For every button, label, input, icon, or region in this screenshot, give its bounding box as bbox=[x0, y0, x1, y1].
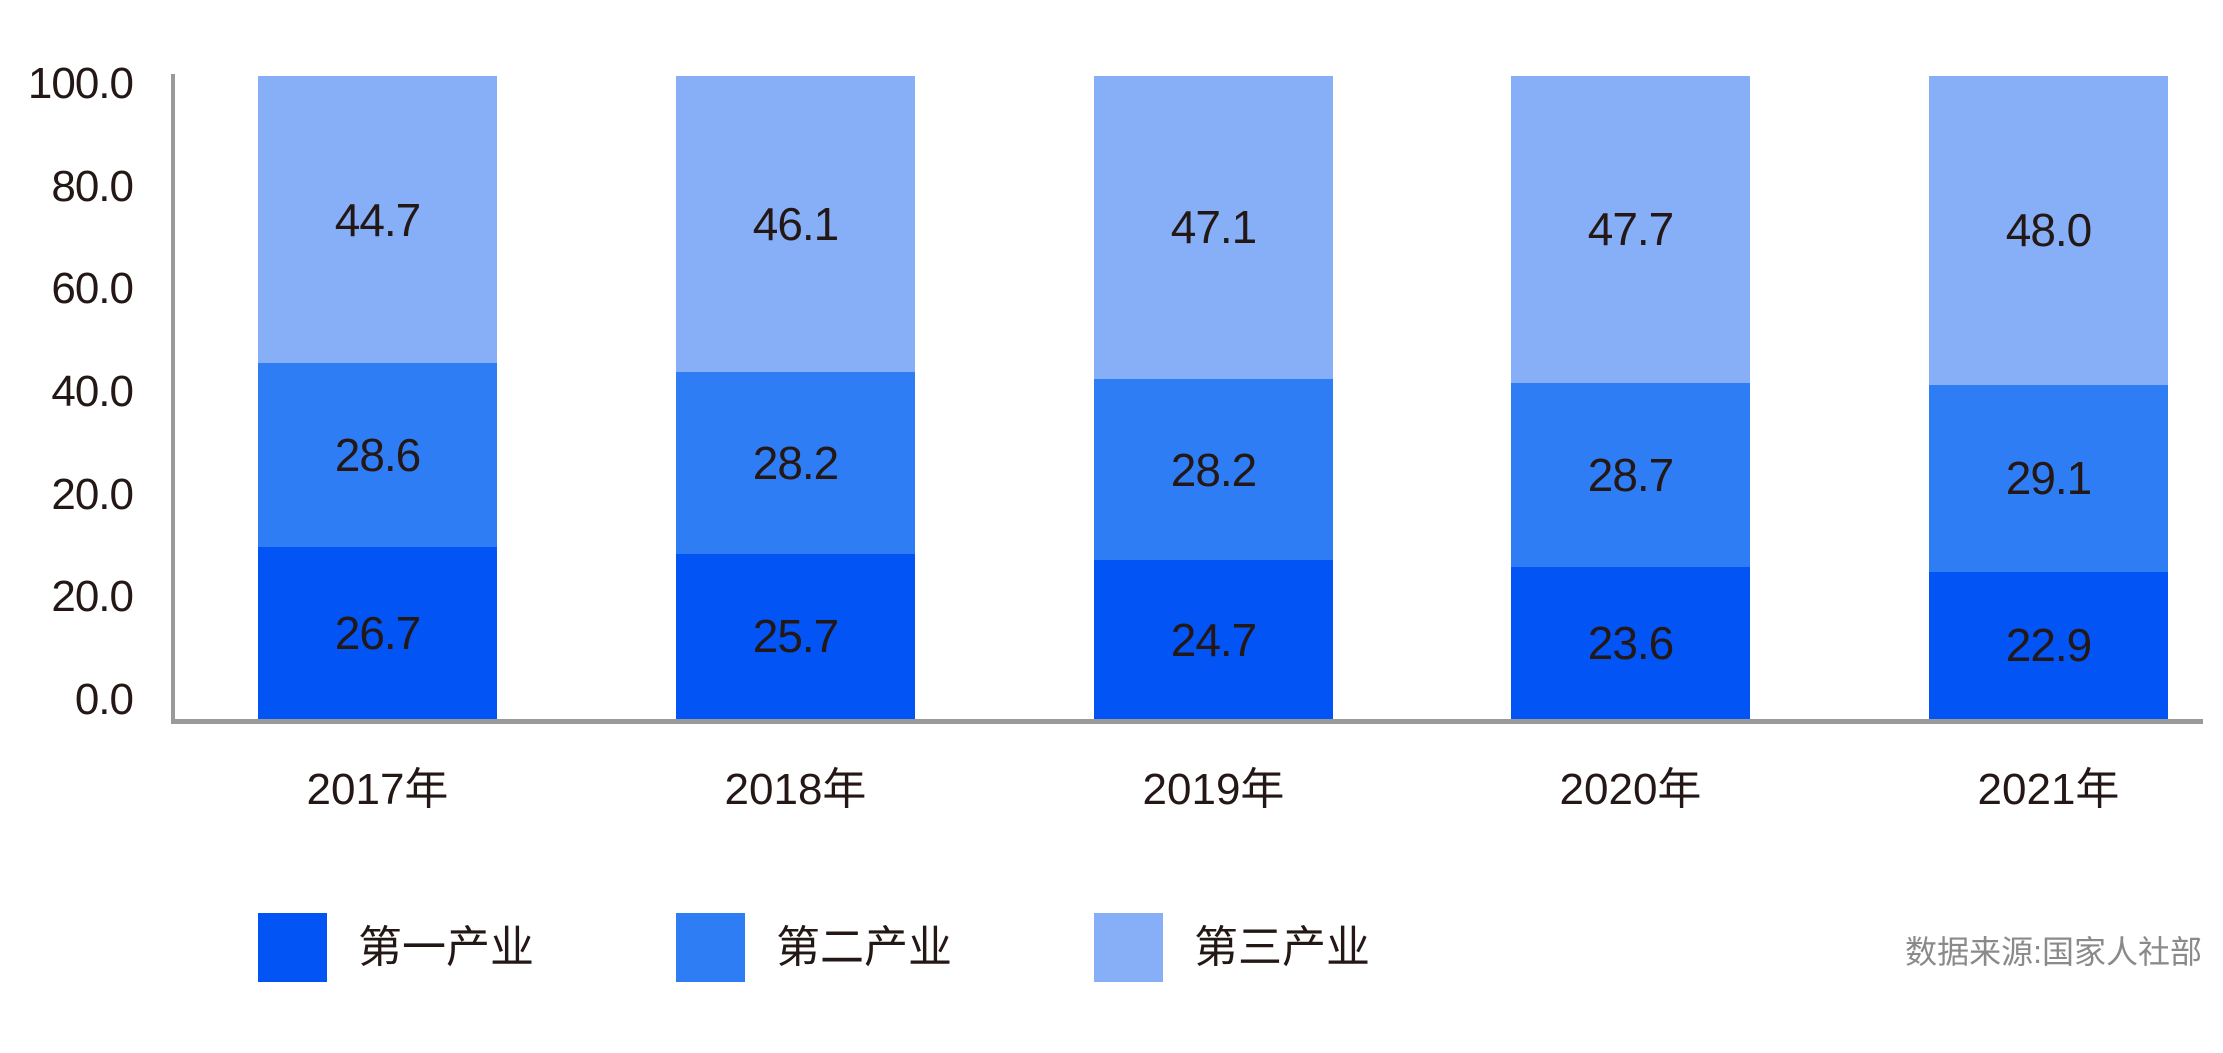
bar-segment-secondary-industry: 28.7 bbox=[1511, 382, 1750, 568]
bar-value-label: 44.7 bbox=[334, 193, 422, 246]
legend-swatch-primary-industry bbox=[258, 913, 327, 982]
source-caption: 数据来源:国家人社部 bbox=[1905, 934, 2202, 970]
bar-value-label: 47.7 bbox=[1587, 203, 1675, 256]
y-axis-tick-label: 80.0 bbox=[51, 161, 134, 211]
legend-label: 第一产业 bbox=[358, 922, 534, 972]
x-axis-label: 2019年 bbox=[1142, 765, 1285, 814]
bar-segment-tertiary-industry: 47.7 bbox=[1511, 76, 1750, 383]
bar-value-label: 24.7 bbox=[1170, 613, 1258, 666]
bar-segment-tertiary-industry: 47.1 bbox=[1094, 76, 1333, 379]
bar-segment-tertiary-industry: 48.0 bbox=[1929, 76, 2168, 385]
bar-segment-primary-industry: 26.7 bbox=[258, 547, 497, 719]
bar-segment-primary-industry: 25.7 bbox=[676, 553, 915, 719]
bar-value-label: 25.7 bbox=[752, 610, 840, 663]
legend-label: 第二产业 bbox=[776, 922, 952, 972]
bar-segment-secondary-industry: 29.1 bbox=[1929, 384, 2168, 572]
bar-column: 47.7 28.7 23.6 bbox=[1511, 76, 1750, 719]
y-axis-tick-label: 20.0 bbox=[51, 572, 134, 622]
y-axis-tick-label: 20.0 bbox=[51, 469, 134, 519]
bar-column: 46.1 28.2 25.7 bbox=[676, 76, 915, 719]
bar-segment-primary-industry: 24.7 bbox=[1094, 560, 1333, 719]
y-axis-tick-label: 0.0 bbox=[74, 675, 134, 724]
bar-value-label: 29.1 bbox=[2005, 452, 2093, 505]
bar-column: 44.7 28.6 26.7 bbox=[258, 76, 497, 719]
bar-value-label: 28.7 bbox=[1587, 448, 1675, 501]
bar-value-label: 47.1 bbox=[1170, 201, 1258, 254]
y-axis-tick-label: 60.0 bbox=[51, 264, 134, 314]
bar-value-label: 48.0 bbox=[2005, 204, 2093, 257]
bar-value-label: 22.9 bbox=[2005, 619, 2093, 672]
bar-segment-tertiary-industry: 46.1 bbox=[676, 76, 915, 373]
x-axis-baseline bbox=[171, 719, 2203, 724]
bar-value-label: 46.1 bbox=[752, 198, 840, 251]
bar-segment-secondary-industry: 28.6 bbox=[258, 363, 497, 548]
legend-label: 第三产业 bbox=[1194, 922, 1370, 972]
bar-value-label: 28.6 bbox=[334, 429, 422, 482]
bar-column: 47.1 28.2 24.7 bbox=[1094, 76, 1333, 719]
x-axis-label: 2020年 bbox=[1559, 765, 1702, 814]
bar-column: 48.0 29.1 22.9 bbox=[1929, 76, 2168, 719]
bar-value-label: 23.6 bbox=[1587, 617, 1675, 670]
bar-segment-primary-industry: 23.6 bbox=[1511, 567, 1750, 719]
x-axis-label: 2017年 bbox=[306, 765, 449, 814]
bar-value-label: 28.2 bbox=[1170, 443, 1258, 496]
bar-segment-primary-industry: 22.9 bbox=[1929, 571, 2168, 719]
bar-value-label: 26.7 bbox=[334, 607, 422, 660]
y-axis-tick-label: 40.0 bbox=[51, 367, 134, 416]
legend-swatch-secondary-industry bbox=[676, 913, 745, 982]
x-axis-label: 2021年 bbox=[1977, 765, 2120, 814]
y-axis-line bbox=[171, 74, 175, 722]
bar-segment-tertiary-industry: 44.7 bbox=[258, 76, 497, 364]
bar-segment-secondary-industry: 28.2 bbox=[1094, 378, 1333, 561]
legend-swatch-tertiary-industry bbox=[1094, 913, 1163, 982]
x-axis-label: 2018年 bbox=[724, 765, 867, 814]
bar-segment-secondary-industry: 28.2 bbox=[676, 372, 915, 554]
bar-value-label: 28.2 bbox=[752, 437, 840, 490]
y-axis-tick-label: 100.0 bbox=[27, 59, 134, 108]
